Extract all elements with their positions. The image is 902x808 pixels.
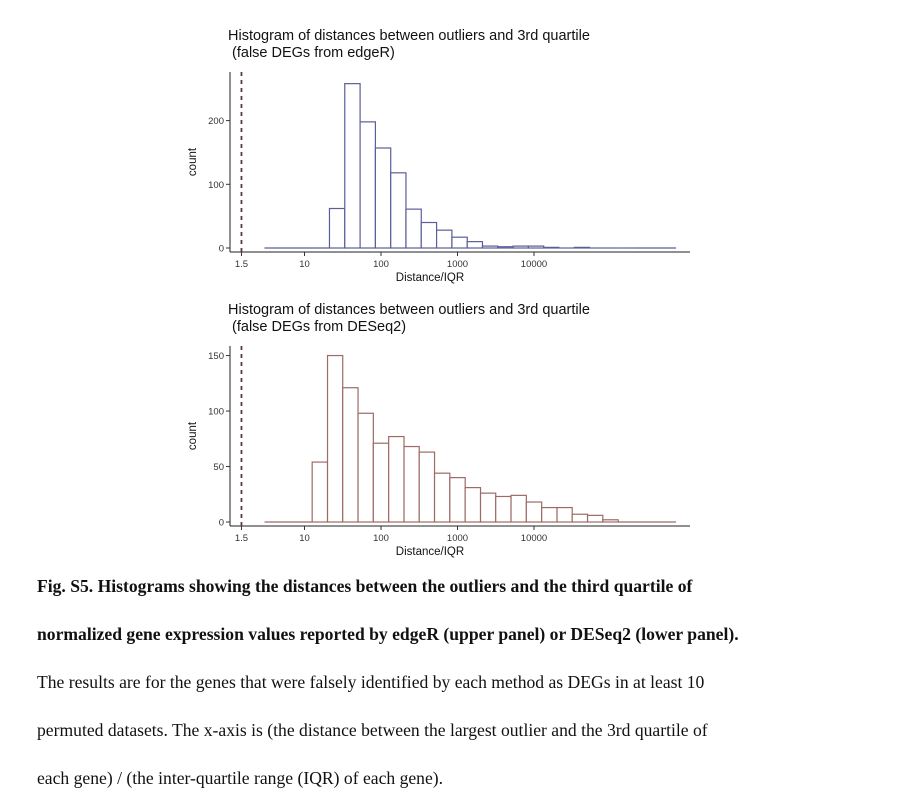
figure-caption: Fig. S5. Histograms showing the distance… <box>37 576 867 796</box>
histogram-bar-1-6 <box>388 435 405 523</box>
upper-panel: Histogram of distances between outliers … <box>180 26 720 296</box>
histogram-bar-1-14 <box>510 494 527 523</box>
histogram-bar-0-15 <box>543 246 560 249</box>
y-tick-label: 200 <box>208 116 224 127</box>
histogram-bar-1-15 <box>525 501 543 523</box>
histogram-bar-1-2 <box>326 354 344 523</box>
histogram-bar-1-20 <box>602 519 619 523</box>
caption-line-3: The results are for the genes that were … <box>37 672 705 692</box>
x-tick-label: 10000 <box>521 259 547 270</box>
y-tick-label: 0 <box>219 518 224 529</box>
y-axis-title: count <box>187 421 199 450</box>
histogram-bar-0-5 <box>390 172 407 249</box>
histogram-bar-1-9 <box>433 472 451 523</box>
histogram-bar-1-18 <box>571 513 589 523</box>
x-axis-title: Distance/IQR <box>396 546 464 558</box>
histogram-bar-0-17 <box>573 246 591 249</box>
y-tick-label: 100 <box>208 407 224 418</box>
histogram-bar-0-9 <box>451 236 468 249</box>
histogram-bar-1-16 <box>541 506 558 523</box>
caption-line-1: Fig. S5. Histograms showing the distance… <box>37 576 693 596</box>
x-tick-label: 100 <box>373 259 389 270</box>
histogram-bar-1-19 <box>586 514 604 523</box>
x-axis-title: Distance/IQR <box>396 272 464 284</box>
x-tick-label: 1000 <box>447 533 468 544</box>
upper-histogram: 0 100 200 1.5 10 100 1000 10000 Distance/IQR coun… <box>187 72 690 284</box>
histogram-bar-0-6 <box>405 208 422 249</box>
histogram-bar-0-10 <box>466 241 484 249</box>
histogram-bar-1-7 <box>403 445 420 523</box>
y-axis-title: count <box>187 147 199 176</box>
lower-panel-title-line1: Histogram of distances between outliers … <box>228 302 590 318</box>
histogram-bar-1-4 <box>357 412 374 523</box>
histogram-bar-1-8 <box>418 451 436 523</box>
histogram-bar-1-1 <box>311 461 329 523</box>
x-tick-label: 1.5 <box>235 259 248 270</box>
caption-line-5: each gene) / (the inter-quartile range (… <box>37 768 444 788</box>
upper-panel-title-line1: Histogram of distances between outliers … <box>228 28 590 44</box>
histogram-bar-0-13 <box>512 245 530 249</box>
caption-line-4: permuted datasets. The x-axis is (the di… <box>37 720 708 740</box>
y-tick-label: 100 <box>208 180 224 191</box>
caption-line-2: normalized gene expression values report… <box>37 624 739 644</box>
histogram-bar-1-10 <box>449 477 466 523</box>
x-tick-label: 1.5 <box>235 533 248 544</box>
histogram-bar-0-4 <box>374 147 392 249</box>
histogram-bar-1-11 <box>464 487 482 523</box>
histogram-bar-0-1 <box>328 207 346 249</box>
histogram-bar-0-7 <box>420 221 438 249</box>
histogram-bar-0-14 <box>527 245 545 249</box>
histogram-bar-1-17 <box>556 506 573 523</box>
x-tick-label: 100 <box>373 533 389 544</box>
histogram-bar-1-3 <box>342 387 359 523</box>
histogram-bar-0-11 <box>481 245 499 249</box>
histogram-bar-1-13 <box>495 495 512 523</box>
y-tick-label: 50 <box>213 462 224 473</box>
y-tick-label: 0 <box>219 244 224 255</box>
lower-panel: Histogram of distances between outliers … <box>180 300 720 570</box>
lower-histogram: 0 50 100 150 1.5 10 100 1000 10000 Distance/IQR co… <box>187 346 690 558</box>
histogram-bar-0-12 <box>497 246 514 249</box>
y-tick-label: 150 <box>208 351 224 362</box>
x-tick-label: 10 <box>299 259 310 270</box>
x-tick-label: 1000 <box>447 259 468 270</box>
histogram-bar-0-8 <box>435 229 453 249</box>
histogram-bar-0-3 <box>359 121 377 249</box>
lower-panel-title-line2: (false DEGs from DESeq2) <box>228 319 407 335</box>
upper-panel-title-line2: (false DEGs from edgeR) <box>228 45 395 61</box>
histogram-bar-1-5 <box>372 442 390 523</box>
histogram-bar-1-12 <box>479 492 497 523</box>
x-tick-label: 10000 <box>521 533 547 544</box>
histogram-bar-0-2 <box>344 83 361 249</box>
x-tick-label: 10 <box>299 533 310 544</box>
